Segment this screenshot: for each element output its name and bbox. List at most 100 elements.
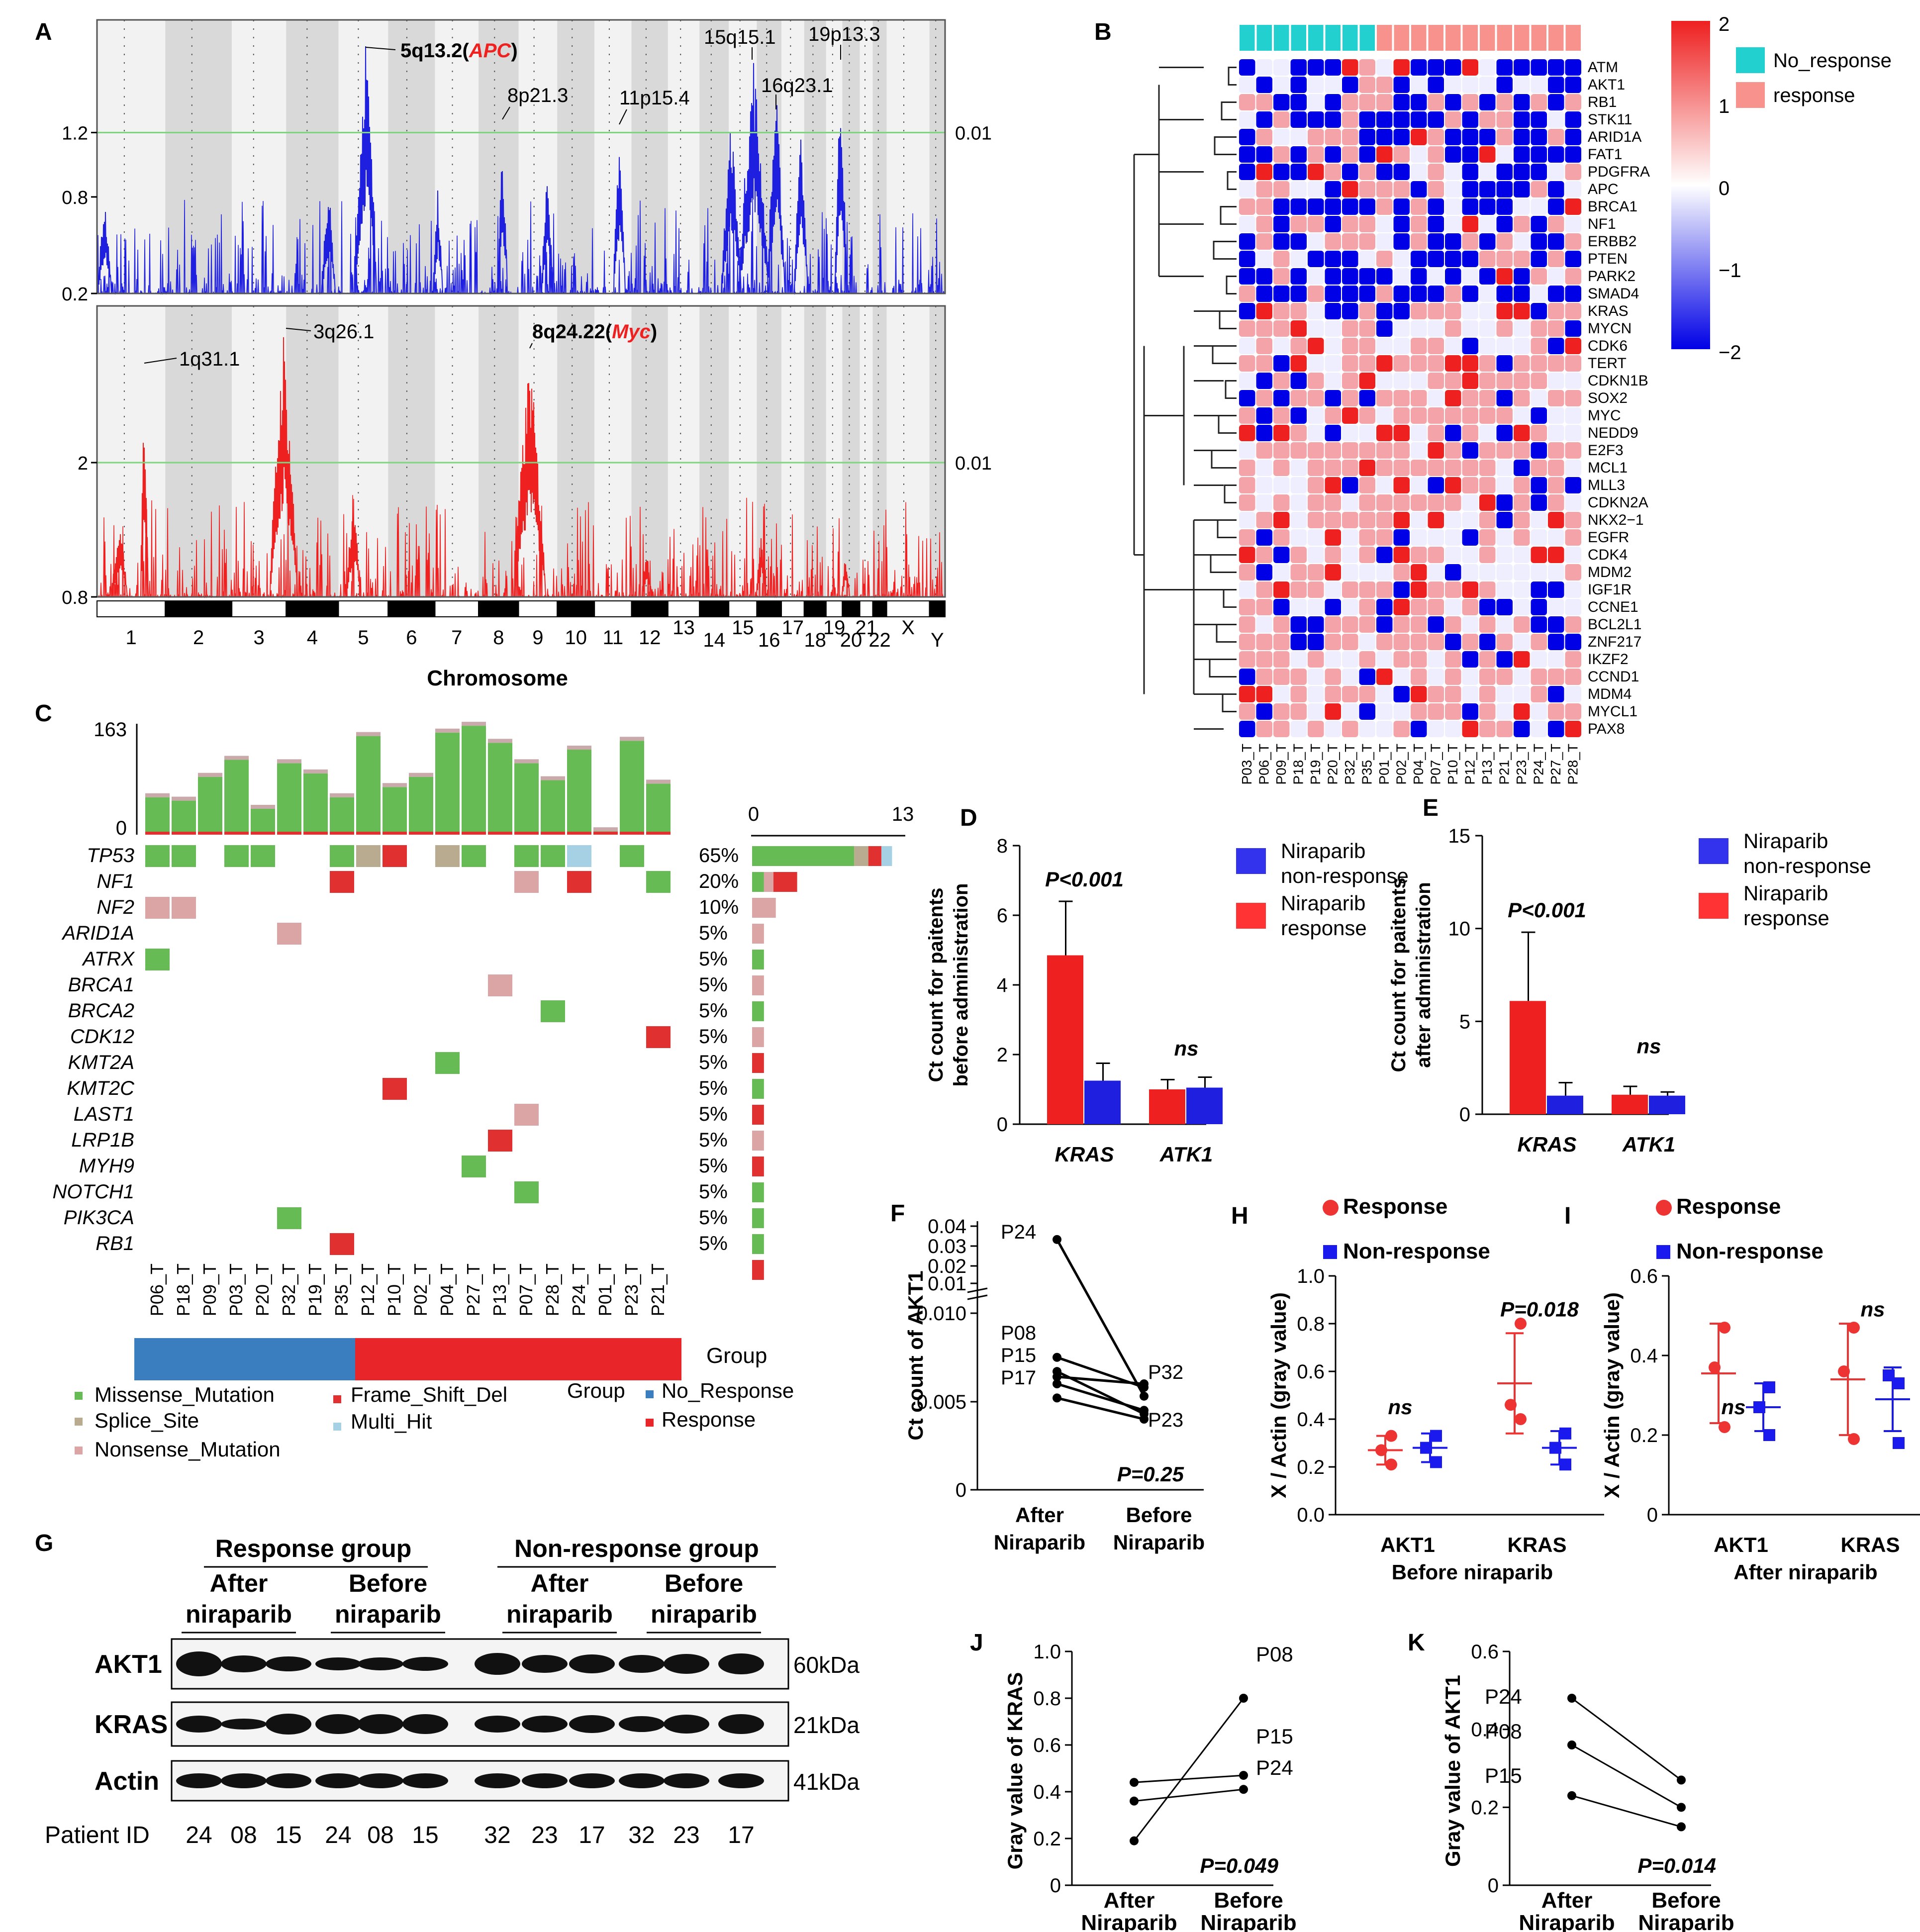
patient-id: 17 <box>578 1822 605 1848</box>
heatmap-cell <box>1531 651 1547 668</box>
heatmap-cell <box>1428 581 1444 598</box>
heatmap-cell <box>1376 164 1393 180</box>
heatmap-cell <box>1462 268 1478 285</box>
chromosome-block <box>781 600 805 617</box>
heatmap-cell <box>1256 286 1272 302</box>
sample-label: P23_T <box>1514 744 1529 785</box>
heatmap-cell <box>1308 373 1324 389</box>
heatmap-cell <box>1428 651 1444 668</box>
group-cell <box>1531 25 1546 51</box>
chromosome-block <box>286 600 339 617</box>
timepoint-label: After <box>531 1569 589 1597</box>
series-line-P24 <box>1134 1788 1244 1802</box>
heatmap-cell <box>1428 129 1444 145</box>
heatmap-cell <box>1531 338 1547 354</box>
heatmap-cell <box>1256 390 1272 406</box>
group-cell <box>1308 25 1324 51</box>
heatmap-cell <box>1325 460 1341 476</box>
y-tick-label: 0.04 <box>928 1216 966 1238</box>
x-label: Niraparib <box>1200 1911 1296 1932</box>
heatmap-cell <box>1256 686 1272 702</box>
heatmap-cell <box>1239 547 1255 563</box>
heatmap-cell <box>1462 146 1478 163</box>
heatmap-cell <box>1548 146 1564 163</box>
heatmap-cell <box>1496 564 1513 580</box>
heatmap-cell <box>1308 216 1324 232</box>
heatmap-cell <box>1411 651 1427 668</box>
y-tick-label: 0.01 <box>928 1273 966 1295</box>
heatmap-cell <box>1290 268 1307 285</box>
heatmap-cell <box>1342 634 1358 650</box>
peak-trace <box>613 157 626 294</box>
y-tick-label: 5 <box>1459 1011 1470 1033</box>
gene-label: KRAS <box>1588 303 1629 319</box>
y-tick-label: 0.8 <box>62 587 88 608</box>
heatmap-cell <box>1514 669 1530 685</box>
legend-swatch <box>333 1423 341 1431</box>
protein-band <box>221 1773 267 1788</box>
heatmap-cell <box>1325 181 1341 197</box>
tmb-bar-cap <box>277 759 301 764</box>
heatmap-cell <box>1548 390 1564 406</box>
heatmap-cell <box>1376 669 1393 685</box>
count-bar <box>752 1157 764 1176</box>
heatmap-cell <box>1445 477 1461 493</box>
y-tick-label: 0.6 <box>1297 1361 1325 1383</box>
heatmap-cell <box>1290 286 1307 302</box>
legend-group: Group <box>567 1379 625 1402</box>
patient-label: P08 <box>1256 1642 1293 1666</box>
y-tick-label: 1.0 <box>1297 1265 1325 1287</box>
heatmap-cell <box>1496 425 1513 441</box>
chromosome-block <box>728 600 758 617</box>
heatmap-cell <box>1239 164 1255 180</box>
chromosome-label: 9 <box>532 627 543 649</box>
heatmap-cell <box>1325 286 1341 302</box>
heatmap-cell <box>1273 512 1290 528</box>
gene-label: KMT2C <box>67 1077 135 1099</box>
heatmap-cell <box>1359 651 1375 668</box>
legend-non-response-marker <box>1656 1245 1670 1259</box>
heatmap-cell <box>1514 164 1530 180</box>
protein-band <box>475 1716 520 1733</box>
heatmap-cell <box>1256 425 1272 441</box>
heatmap-cell <box>1342 77 1358 93</box>
heatmap-cell <box>1548 355 1564 372</box>
heatmap-cell <box>1359 634 1375 650</box>
heatmap-cell <box>1342 529 1358 546</box>
heatmap-cell <box>1531 686 1547 702</box>
heatmap-cell <box>1479 320 1496 337</box>
heatmap-cell <box>1393 355 1410 372</box>
heatmap-cell <box>1514 651 1530 668</box>
heatmap-cell <box>1376 129 1393 145</box>
legend-swatch <box>333 1395 341 1403</box>
heatmap-cell <box>1514 268 1530 285</box>
gene-label: PDGFRA <box>1588 164 1650 180</box>
heatmap-cell <box>1548 251 1564 267</box>
heatmap-cell <box>1462 703 1478 720</box>
heatmap-cell <box>1479 268 1496 285</box>
heatmap-cell <box>1273 564 1290 580</box>
peak-trace <box>514 383 546 597</box>
peak-trace <box>140 443 149 597</box>
group-bar-response <box>355 1338 681 1380</box>
group-cell <box>1343 25 1358 51</box>
point-P08 <box>1130 1836 1139 1845</box>
heatmap-cell <box>1393 564 1410 580</box>
chromosome-label: 4 <box>307 627 318 649</box>
heatmap-cell <box>1290 686 1307 702</box>
heatmap-cell <box>1325 564 1341 580</box>
timepoint-label: Before <box>665 1569 743 1597</box>
tmb-bar <box>514 763 539 835</box>
heatmap-cell <box>1479 616 1496 633</box>
heatmap-cell <box>1565 198 1581 215</box>
heatmap-cell <box>1239 59 1255 76</box>
heatmap-cell <box>1359 94 1375 110</box>
heatmap-cell <box>1496 477 1513 493</box>
heatmap-cell <box>1308 111 1324 128</box>
tmb-bar <box>303 773 328 835</box>
heatmap-cell <box>1393 251 1410 267</box>
percent-label: 65% <box>699 845 739 867</box>
heatmap-cell <box>1514 233 1530 250</box>
heatmap-cell <box>1393 164 1410 180</box>
count-bar <box>752 924 764 944</box>
